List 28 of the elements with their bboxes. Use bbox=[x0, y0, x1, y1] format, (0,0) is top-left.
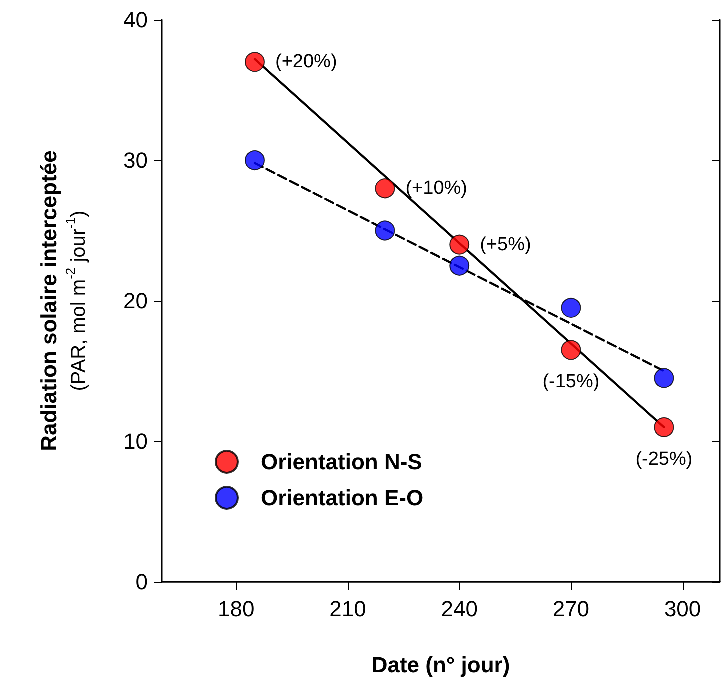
y-tick-label: 0 bbox=[136, 570, 148, 594]
point bbox=[450, 234, 470, 255]
y-tick-label: 30 bbox=[124, 148, 148, 173]
y-tick-label: 10 bbox=[124, 429, 148, 454]
y-tick-label: 40 bbox=[124, 8, 148, 32]
x-tick-label: 240 bbox=[441, 596, 478, 622]
y-tick-label: 20 bbox=[124, 288, 148, 314]
annotation: (+10%) bbox=[406, 178, 468, 200]
x-tick-label: 180 bbox=[218, 596, 255, 622]
point bbox=[654, 417, 674, 438]
point bbox=[654, 368, 674, 388]
x-tick-label: 210 bbox=[330, 596, 366, 622]
point bbox=[561, 298, 582, 318]
point bbox=[450, 256, 470, 276]
point bbox=[561, 340, 582, 360]
x-tick-label: 300 bbox=[664, 596, 702, 622]
annotation: (+5%) bbox=[480, 234, 532, 256]
annotation: (-15%) bbox=[542, 372, 600, 393]
legend-label: Orientation N-S bbox=[261, 450, 422, 474]
point bbox=[375, 178, 396, 199]
x-tick-label: 270 bbox=[552, 596, 590, 622]
x-axis-title: Date (n° jour) bbox=[372, 652, 510, 678]
point bbox=[375, 220, 396, 241]
point bbox=[245, 52, 265, 72]
annotation: (-25%) bbox=[636, 448, 693, 470]
annotation: (+20%) bbox=[276, 52, 338, 73]
point bbox=[245, 150, 265, 170]
legend-label: Orientation E-O bbox=[261, 486, 424, 510]
